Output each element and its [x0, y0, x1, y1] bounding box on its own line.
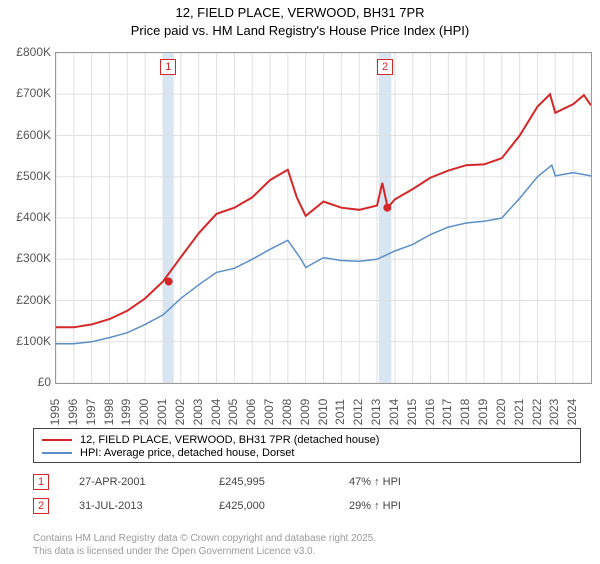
y-tick-label: £600K [16, 128, 51, 142]
legend-swatch [42, 452, 72, 454]
y-tick-label: £400K [16, 210, 51, 224]
y-tick-label: £200K [16, 293, 51, 307]
title-line-1: 12, FIELD PLACE, VERWOOD, BH31 7PR [0, 4, 600, 22]
y-tick-label: £0 [38, 375, 51, 389]
sale-date: 31-JUL-2013 [79, 500, 219, 512]
legend-swatch [42, 439, 72, 441]
footer-line-2: This data is licensed under the Open Gov… [33, 546, 315, 557]
legend-label: HPI: Average price, detached house, Dors… [80, 447, 294, 459]
x-tick-label: 2011 [333, 399, 347, 425]
chart-svg [56, 53, 591, 383]
x-tick-label: 2018 [458, 399, 472, 426]
x-tick-label: 2008 [280, 399, 294, 426]
sale-price: £425,000 [219, 500, 349, 512]
sale-number-box: 2 [33, 498, 49, 514]
x-tick-label: 2000 [137, 399, 151, 426]
x-tick-label: 2022 [530, 399, 544, 426]
sale-number-box: 1 [33, 474, 49, 490]
x-tick-label: 2016 [423, 399, 437, 426]
legend: 12, FIELD PLACE, VERWOOD, BH31 7PR (deta… [33, 428, 581, 463]
y-tick-label: £500K [16, 169, 51, 183]
table-row: 2 31-JUL-2013 £425,000 29% ↑ HPI [33, 494, 573, 518]
x-tick-label: 1995 [48, 399, 62, 426]
y-tick-label: £300K [16, 251, 51, 265]
x-tick-label: 2001 [155, 399, 169, 426]
x-tick-label: 2020 [494, 399, 508, 426]
x-tick-label: 2007 [262, 399, 276, 426]
x-tick-label: 2009 [298, 399, 312, 426]
x-tick-label: 1998 [102, 399, 116, 426]
y-tick-label: £100K [16, 334, 51, 348]
chart-title: 12, FIELD PLACE, VERWOOD, BH31 7PR Price… [0, 4, 600, 39]
x-tick-label: 2005 [226, 399, 240, 426]
x-tick-label: 2014 [387, 399, 401, 426]
x-tick-label: 1996 [66, 399, 80, 426]
legend-label: 12, FIELD PLACE, VERWOOD, BH31 7PR (deta… [80, 434, 379, 446]
y-axis-labels: £0£100K£200K£300K£400K£500K£600K£700K£80… [0, 52, 53, 382]
sale-pct-vs-hpi: 47% ↑ HPI [349, 476, 469, 488]
x-tick-label: 2024 [565, 399, 579, 426]
sale-date: 27-APR-2001 [79, 476, 219, 488]
sale-price: £245,995 [219, 476, 349, 488]
footer-line-1: Contains HM Land Registry data © Crown c… [33, 533, 376, 544]
x-tick-label: 2012 [351, 399, 365, 426]
table-row: 1 27-APR-2001 £245,995 47% ↑ HPI [33, 470, 573, 494]
x-tick-label: 2004 [209, 399, 223, 426]
x-tick-label: 2021 [512, 399, 526, 426]
x-tick-label: 2017 [440, 399, 454, 426]
annotation-box: 2 [377, 59, 393, 75]
chart-plot-area: 12 [55, 52, 592, 384]
x-tick-label: 2002 [173, 399, 187, 426]
x-tick-label: 1999 [119, 399, 133, 426]
x-tick-label: 2003 [191, 399, 205, 426]
y-tick-label: £800K [16, 45, 51, 59]
x-tick-label: 2023 [547, 399, 561, 426]
x-tick-label: 2013 [369, 399, 383, 426]
x-tick-label: 2006 [244, 399, 258, 426]
title-line-2: Price paid vs. HM Land Registry's House … [0, 22, 600, 40]
sales-table: 1 27-APR-2001 £245,995 47% ↑ HPI 2 31-JU… [33, 470, 573, 518]
chart-frame: 12, FIELD PLACE, VERWOOD, BH31 7PR Price… [0, 4, 600, 564]
x-tick-label: 2010 [316, 399, 330, 426]
sale-pct-vs-hpi: 29% ↑ HPI [349, 500, 469, 512]
x-tick-label: 2019 [476, 399, 490, 426]
x-tick-label: 1997 [84, 399, 98, 426]
x-tick-label: 2015 [405, 399, 419, 426]
footer-text: Contains HM Land Registry data © Crown c… [33, 533, 376, 558]
annotation-box: 1 [160, 59, 176, 75]
legend-item: 12, FIELD PLACE, VERWOOD, BH31 7PR (deta… [42, 434, 572, 446]
legend-item: HPI: Average price, detached house, Dors… [42, 447, 572, 459]
y-tick-label: £700K [16, 86, 51, 100]
